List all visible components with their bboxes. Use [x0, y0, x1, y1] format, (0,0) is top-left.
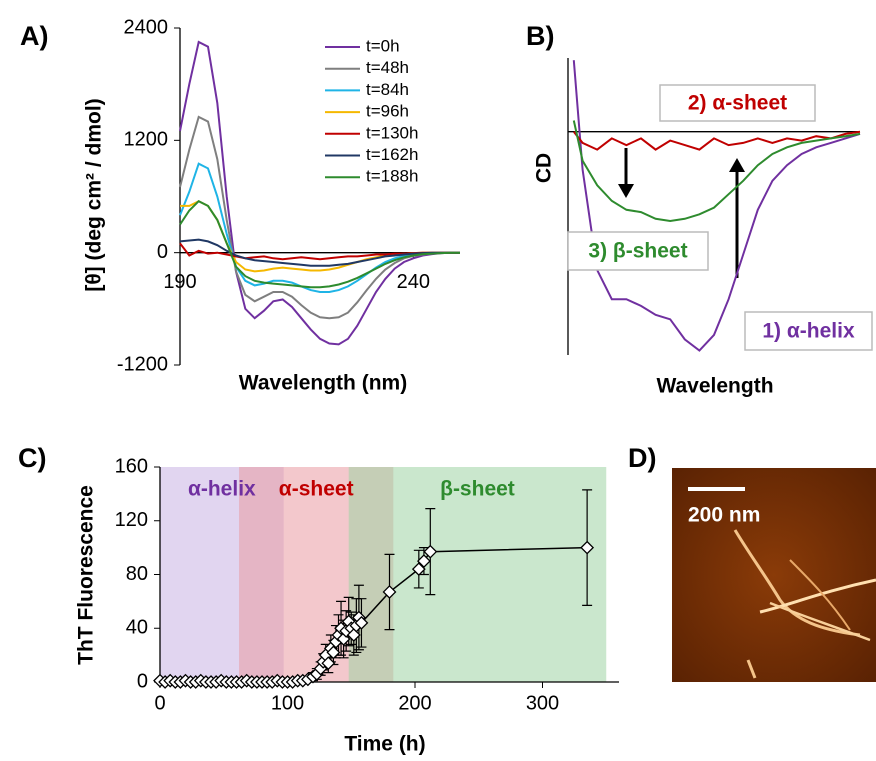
- figure: A)-1200012002400190240Wavelength (nm)[θ]…: [0, 0, 876, 761]
- legend-label: t=188h: [366, 167, 418, 186]
- y-axis-title: CD: [533, 153, 556, 183]
- y-axis-title: [θ] (deg cm² / dmol): [83, 98, 106, 291]
- y-tick-label: 40: [126, 617, 148, 639]
- x-tick-label: 300: [526, 692, 559, 714]
- panel-label: D): [628, 443, 657, 473]
- y-tick-label: 0: [137, 670, 148, 692]
- legend-label: t=84h: [366, 80, 409, 99]
- region-label: α-helix: [188, 478, 256, 501]
- panel-label: B): [526, 21, 555, 51]
- plot: Wavelength CD 1) α-helix 2) α-sheet 3) β-she…: [533, 58, 872, 398]
- plot: -1200 0 1200 2400 190 240 Wavelength (nm) [θ] (…: [83, 16, 460, 394]
- series-label: 2) α-sheet: [688, 92, 787, 115]
- series-label: 3) β-sheet: [588, 240, 687, 263]
- scale-bar-label: 200 nm: [688, 504, 760, 527]
- region-label: α-sheet: [279, 478, 354, 501]
- legend-label: t=0h: [366, 36, 400, 55]
- y-tick-label: 1200: [124, 129, 169, 151]
- x-tick-label: 190: [163, 271, 196, 293]
- y-tick-label: 2400: [124, 16, 169, 38]
- x-axis-title: Time (h): [344, 733, 425, 756]
- x-tick-label: 240: [397, 271, 430, 293]
- plot: α-helix α-sheet β-sheet 0 40 80 120 160 0 100 200 3…: [75, 455, 619, 755]
- x-tick-label: 100: [271, 692, 304, 714]
- y-tick-label: -1200: [117, 353, 168, 375]
- y-tick-label: 120: [115, 509, 148, 531]
- panel-label: A): [20, 21, 49, 51]
- series-label: 1) α-helix: [762, 320, 855, 343]
- y-tick-label: 0: [157, 241, 168, 263]
- legend-label: t=96h: [366, 102, 409, 121]
- x-tick-label: 200: [398, 692, 431, 714]
- legend-label: t=130h: [366, 123, 418, 142]
- region-label: β-sheet: [440, 478, 515, 501]
- x-axis-title: Wavelength: [656, 375, 773, 398]
- legend-label: t=162h: [366, 145, 418, 164]
- x-tick-label: 0: [154, 692, 165, 714]
- afm-image: [672, 468, 876, 682]
- y-axis-title: ThT Fluorescence: [75, 485, 98, 665]
- legend-label: t=48h: [366, 58, 409, 77]
- y-tick-label: 80: [126, 563, 148, 585]
- y-tick-label: 160: [115, 455, 148, 477]
- x-axis-title: Wavelength (nm): [239, 372, 407, 395]
- panel-label: C): [18, 443, 47, 473]
